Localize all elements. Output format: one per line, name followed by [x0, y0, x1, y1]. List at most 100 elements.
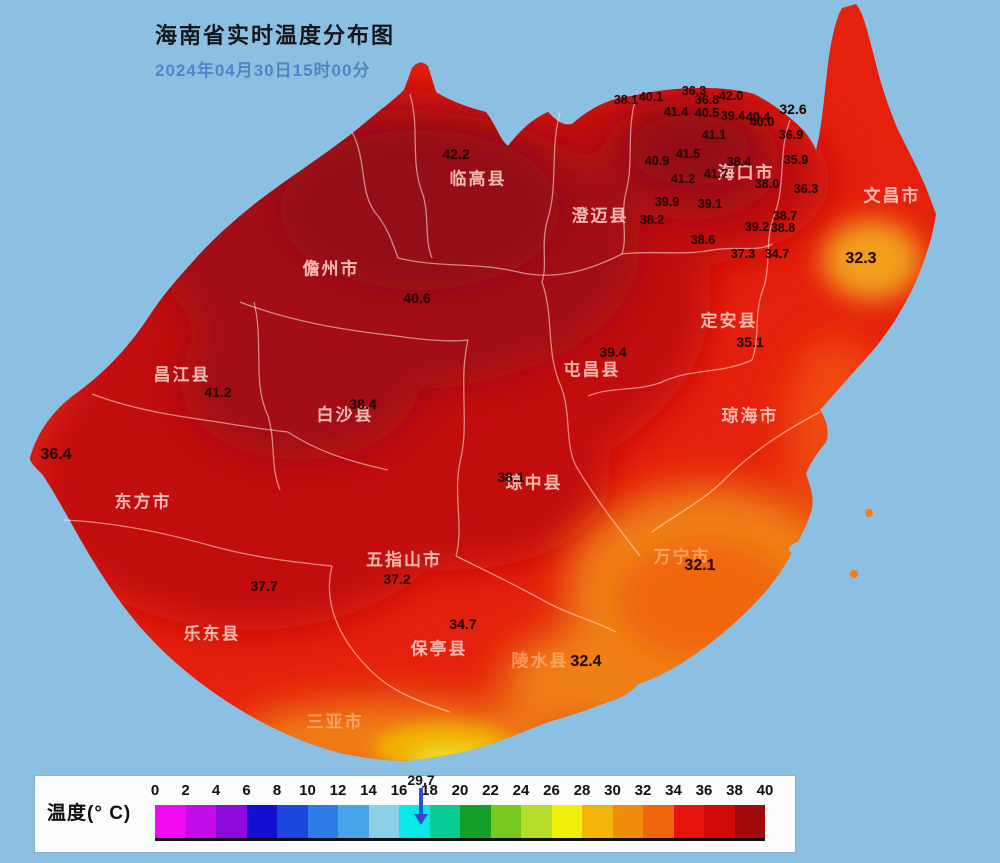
temp-value-label: 38.0	[754, 177, 780, 191]
legend-color-segment	[582, 805, 613, 838]
patch-wenchang	[822, 220, 922, 300]
temp-value-label: 36.9	[778, 128, 804, 142]
legend-color-segment	[429, 805, 460, 838]
legend-tick: 40	[756, 782, 774, 799]
temp-value-label: 36.8	[694, 93, 720, 107]
region-label: 澄迈县	[571, 206, 629, 226]
temp-value-label: 36.3	[681, 84, 707, 98]
temp-value-label: 36.3	[793, 182, 819, 196]
temp-value-label: 39.1	[697, 197, 723, 211]
legend-color-segment	[490, 805, 521, 838]
temp-value-label: 38.7	[772, 209, 798, 223]
legend-tick: 2	[181, 782, 190, 799]
zone-40-plus	[280, 115, 750, 290]
legend-color-segment	[246, 805, 277, 838]
temp-value-label: 41.2	[670, 172, 696, 186]
legend-tick: 14	[360, 782, 377, 799]
temp-value-label: 37.3	[730, 247, 756, 261]
temp-value-label: 40.9	[644, 154, 670, 168]
temp-value-label: 34.7	[449, 616, 477, 632]
temp-value-label: 38.4	[726, 155, 752, 169]
temp-value-label: 40.1	[638, 90, 664, 104]
legend-color-segment	[277, 805, 308, 838]
legend-color-segment	[460, 805, 491, 838]
temp-value-label: 39.4	[599, 344, 627, 360]
temp-value-label: 32.3	[845, 250, 877, 267]
legend-color-segment	[521, 805, 552, 838]
temp-value-label: 35.9	[783, 153, 809, 167]
legend-color-segment	[704, 805, 735, 838]
legend-tick: 10	[299, 782, 316, 799]
temp-value-label: 41.1	[701, 128, 727, 142]
temp-value-label: 42.2	[442, 146, 470, 162]
temp-value-label: 42.0	[718, 89, 744, 103]
region-label: 海口市	[717, 163, 775, 183]
legend-color-segment	[216, 805, 247, 838]
temp-value-label: 40.0	[749, 115, 775, 129]
legend-color-segment	[307, 805, 338, 838]
legend-tick: 16	[390, 782, 408, 799]
legend-ticks: 0 2 4 6 8 10 12 14 16 18 20 22 24 26 28 30 32 34 36 38 40	[35, 782, 795, 800]
legend-tick: 20	[451, 782, 469, 799]
temp-value-label: 39.2	[744, 220, 770, 234]
region-label: 东方市	[114, 492, 172, 512]
temp-value-label: 37.2	[383, 571, 411, 587]
region-label: 琼中县	[505, 473, 563, 493]
legend-tick: 38	[726, 782, 743, 799]
temp-value-label: 38.1	[613, 93, 639, 107]
legend-colorbar	[155, 805, 765, 841]
temp-value-label: 40.6	[403, 290, 431, 306]
legend-marker-value: 29.7	[407, 772, 435, 788]
region-label: 文昌市	[863, 186, 921, 206]
temp-value-label: 37.7	[250, 578, 278, 594]
temp-value-label: 41.5	[675, 147, 701, 161]
legend-tick: 6	[242, 782, 251, 799]
wanning-lagoon	[789, 541, 823, 557]
legend-tick: 30	[604, 782, 621, 799]
region-label: 定安县	[700, 311, 758, 331]
legend-marker: 29.7	[403, 772, 439, 825]
temp-value-label: 38.2	[639, 213, 665, 227]
legend-tick: 24	[512, 782, 530, 799]
temperature-zones	[30, 90, 922, 761]
temp-value-label: 38.6	[690, 233, 716, 247]
temp-value-label: 38.1	[497, 469, 525, 485]
county-borders	[63, 93, 821, 713]
offshore-island	[865, 509, 873, 517]
temp-value-label: 36.4	[40, 446, 72, 463]
temp-value-label: 38.4	[349, 396, 377, 412]
temp-value-label: 41.7	[703, 167, 729, 181]
legend-tick: 4	[211, 782, 221, 799]
region-label: 万宁市	[653, 547, 711, 567]
temp-value-label: 41.4	[663, 105, 689, 119]
temp-value-label: 40.4	[745, 110, 771, 124]
legend-color-segment	[551, 805, 582, 838]
legend-title: 温度(° C)	[47, 803, 132, 824]
region-label: 白沙县	[316, 405, 374, 425]
temp-value-label: 32.4	[570, 653, 602, 670]
region-label: 儋州市	[302, 259, 360, 279]
legend-tick: 0	[150, 782, 160, 799]
page-title: 海南省实时温度分布图	[155, 23, 396, 48]
region-label: 临高县	[449, 169, 507, 189]
region-label: 乐东县	[183, 624, 241, 644]
legend-panel: 温度(° C) 0 2 4 6 8 10 12 14 16 18 20 22 24 26 28 30 32 34 3…	[35, 772, 795, 852]
region-label: 昌江县	[153, 365, 211, 385]
legend-tick: 18	[421, 782, 438, 799]
legend-tick: 22	[482, 782, 499, 799]
legend-tick: 32	[634, 782, 652, 799]
legend-tick: 36	[695, 782, 713, 799]
legend-tick: 28	[573, 782, 591, 799]
legend-marker-arrowhead-icon	[414, 814, 428, 825]
legend-color-segment	[155, 805, 186, 838]
legend-color-segment	[734, 805, 765, 838]
legend-marker-arrow-icon	[419, 788, 423, 814]
temp-value-label: 35.1	[736, 334, 764, 350]
legend-color-segment	[673, 805, 704, 838]
temp-value-label: 32.6	[779, 101, 807, 117]
legend-tick: 12	[329, 782, 347, 799]
legend-color-segment	[185, 805, 216, 838]
region-label: 保亭县	[410, 639, 468, 659]
temp-value-label: 38.8	[770, 221, 796, 235]
